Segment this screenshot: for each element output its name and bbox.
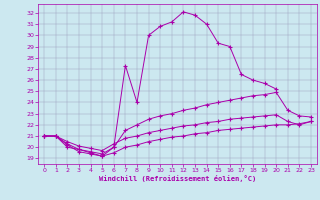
X-axis label: Windchill (Refroidissement éolien,°C): Windchill (Refroidissement éolien,°C) bbox=[99, 175, 256, 182]
